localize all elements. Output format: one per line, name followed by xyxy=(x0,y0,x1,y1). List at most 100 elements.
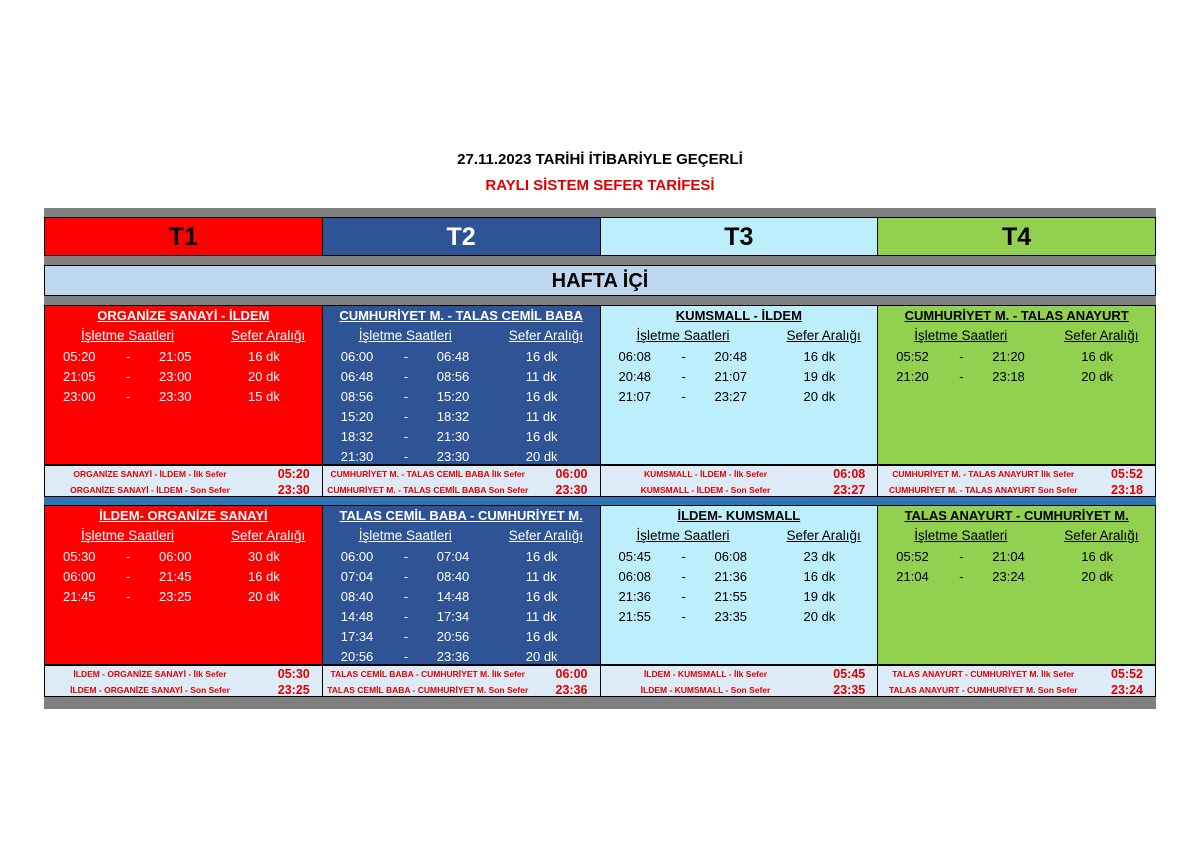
route-column: TALAS CEMİL BABA - CUMHURİYET M. İşletme… xyxy=(322,506,601,667)
end-time: 23:25 xyxy=(159,589,192,604)
summary-cell: CUMHURİYET M. - TALAS ANAYURT İlk Sefer … xyxy=(878,466,1155,497)
start-time: 20:56 xyxy=(340,649,374,664)
start-time: 15:20 xyxy=(340,409,374,424)
first-departure-time: 05:52 xyxy=(1111,667,1143,681)
end-time: 21:04 xyxy=(992,549,1025,564)
operating-hours-label: İşletme Saatleri xyxy=(636,328,730,343)
dash: - xyxy=(126,389,131,404)
start-time: 07:04 xyxy=(340,569,374,584)
end-time: 21:45 xyxy=(159,569,192,584)
divider xyxy=(44,697,1156,709)
interval-label: Sefer Aralığı xyxy=(508,328,584,343)
first-departure-label: KUMSMALL - İLDEM - İlk Sefer xyxy=(643,469,768,479)
interval-label: Sefer Aralığı xyxy=(1064,528,1139,543)
schedule-row: 21:45 - 23:25 20 dk xyxy=(45,587,322,607)
interval-label: Sefer Aralığı xyxy=(1064,328,1139,343)
dash: - xyxy=(126,549,131,564)
end-time: 21:20 xyxy=(992,349,1025,364)
start-time: 21:05 xyxy=(63,369,96,384)
first-departure-label: TALAS ANAYURT - CUMHURİYET M. İlk Sefer xyxy=(892,669,1075,679)
start-time: 06:08 xyxy=(618,349,652,364)
schedule-row: 21:04 - 23:24 20 dk xyxy=(878,567,1155,587)
end-time: 21:36 xyxy=(714,569,748,584)
last-departure-time: 23:24 xyxy=(1111,683,1143,697)
last-departure-label: ORGANİZE SANAYİ - İLDEM - Son Sefer xyxy=(70,485,230,495)
start-time: 21:36 xyxy=(618,589,652,604)
end-time: 20:56 xyxy=(436,629,470,644)
start-time: 06:00 xyxy=(340,549,374,564)
route-title: KUMSMALL - İLDEM xyxy=(675,308,802,323)
first-departure-label: TALAS CEMİL BABA - CUMHURİYET M. İlk Sef… xyxy=(330,669,525,679)
interval: 15 dk xyxy=(248,389,280,404)
operating-hours-label: İşletme Saatleri xyxy=(636,528,730,543)
last-departure-label: KUMSMALL - İLDEM - Son Sefer xyxy=(640,485,771,495)
first-departure-time: 06:08 xyxy=(833,467,866,481)
dash: - xyxy=(403,549,409,564)
schedule-row: 21:36 - 21:55 19 dk xyxy=(601,587,878,607)
end-time: 23:36 xyxy=(436,649,470,664)
first-last-summary: ORGANİZE SANAYİ - İLDEM - İlk Sefer 05:2… xyxy=(44,465,1156,497)
dash: - xyxy=(403,609,409,624)
dash: - xyxy=(403,389,409,404)
start-time: 18:32 xyxy=(340,429,374,444)
dash: - xyxy=(681,349,686,364)
summary-cell: İLDEM - KUMSMALL - İlk Sefer 05:45 İLDEM… xyxy=(601,666,879,697)
end-time: 23:30 xyxy=(159,389,192,404)
start-time: 05:20 xyxy=(63,349,96,364)
interval: 20 dk xyxy=(248,589,280,604)
interval: 20 dk xyxy=(803,389,836,404)
end-time: 23:27 xyxy=(714,389,748,404)
last-departure-time: 23:27 xyxy=(833,483,866,497)
interval: 20 dk xyxy=(525,449,558,464)
interval-label: Sefer Aralığı xyxy=(786,328,861,343)
interval: 16 dk xyxy=(525,349,558,364)
interval: 16 dk xyxy=(1081,349,1114,364)
interval: 11 dk xyxy=(525,369,557,384)
schedule-table: T1 T2 T3 T4 HAFTA İÇİ ORGANİZE SANAYİ - … xyxy=(44,208,1156,709)
schedule-row: 06:48 - 08:56 11 dk xyxy=(323,367,600,387)
operating-hours-label: İşletme Saatleri xyxy=(358,528,452,543)
dash: - xyxy=(403,429,409,444)
end-time: 21:55 xyxy=(714,589,748,604)
last-departure-label: CUMHURİYET M. - TALAS ANAYURT Son Sefer xyxy=(888,485,1078,495)
schedule-row: 20:56 - 23:36 20 dk xyxy=(323,647,600,667)
last-departure-time: 23:18 xyxy=(1111,483,1143,497)
interval: 19 dk xyxy=(803,589,836,604)
day-type-header: HAFTA İÇİ xyxy=(44,265,1156,296)
first-departure-time: 05:30 xyxy=(277,667,310,681)
interval: 16 dk xyxy=(803,349,836,364)
dash: - xyxy=(959,349,964,364)
interval: 30 dk xyxy=(248,549,280,564)
last-departure-time: 23:25 xyxy=(277,683,310,697)
end-time: 06:48 xyxy=(436,349,470,364)
dash: - xyxy=(403,449,409,464)
start-time: 21:55 xyxy=(618,609,652,624)
schedule-row: 06:00 - 06:48 16 dk xyxy=(323,347,600,367)
schedule-row: 06:08 - 20:48 16 dk xyxy=(601,347,878,367)
start-time: 21:20 xyxy=(896,369,929,384)
end-time: 06:08 xyxy=(714,549,748,564)
operating-hours-label: İşletme Saatleri xyxy=(914,328,1008,343)
schedule-row: 05:20 - 21:05 16 dk xyxy=(45,347,322,367)
dash: - xyxy=(681,389,686,404)
first-departure-time: 06:00 xyxy=(555,667,588,681)
dash: - xyxy=(959,369,964,384)
schedule-row: 14:48 - 17:34 11 dk xyxy=(323,607,600,627)
interval: 20 dk xyxy=(248,369,280,384)
route-column: TALAS ANAYURT - CUMHURİYET M. İşletme Sa… xyxy=(878,506,1155,664)
interval-label: Sefer Aralığı xyxy=(786,528,861,543)
start-time: 05:30 xyxy=(63,549,96,564)
dash: - xyxy=(126,369,131,384)
end-time: 23:30 xyxy=(436,449,470,464)
end-time: 17:34 xyxy=(436,609,470,624)
schedule-title: RAYLI SİSTEM SEFER TARİFESİ xyxy=(485,177,715,194)
route-title: CUMHURİYET M. - TALAS ANAYURT xyxy=(904,308,1129,323)
dash: - xyxy=(681,589,686,604)
end-time: 21:05 xyxy=(159,349,192,364)
schedule-row: 20:48 - 21:07 19 dk xyxy=(601,367,878,387)
end-time: 08:56 xyxy=(436,369,470,384)
dash: - xyxy=(403,349,409,364)
last-departure-label: İLDEM - ORGANİZE SANAYİ - Son Sefer xyxy=(70,685,230,695)
interval-label: Sefer Aralığı xyxy=(231,528,306,543)
first-departure-time: 06:00 xyxy=(555,467,588,481)
